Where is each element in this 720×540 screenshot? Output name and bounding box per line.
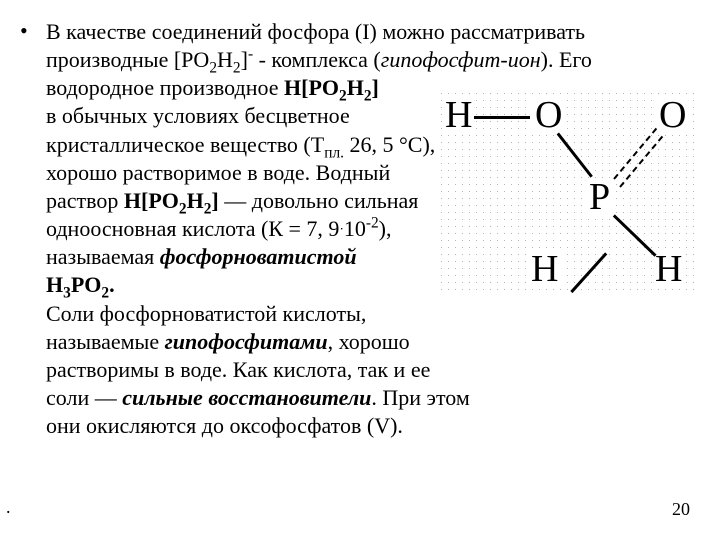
formula: PO xyxy=(71,272,102,297)
t: кристаллическое вещество (Т xyxy=(46,132,324,157)
sub: 2 xyxy=(364,88,372,105)
t: одноосновная кислота (К = 7, 9 xyxy=(46,216,339,241)
formula: H xyxy=(187,188,204,213)
line-10: H3PO2. xyxy=(46,271,436,299)
line-8: одноосновная кислота (К = 7, 9·10-2), xyxy=(46,215,436,243)
page-number: 20 xyxy=(672,499,690,520)
line-4: в обычных условиях бесцветное xyxy=(46,102,436,130)
line-7: раствор Н[PO2H2] — довольно сильная xyxy=(46,187,436,215)
line-14: соли — сильные восстановители. При этом xyxy=(46,384,706,412)
atom-h1: H xyxy=(442,96,475,134)
line-5: кристаллическое вещество (Тпл. 26, 5 °С)… xyxy=(46,131,436,159)
t: производные [PO xyxy=(46,47,209,72)
t: ] xyxy=(241,47,248,72)
atom-h3: H xyxy=(652,250,685,288)
line-13: растворимы в воде. Как кислота, так и ее xyxy=(46,356,706,384)
formula: Н[PO xyxy=(124,188,179,213)
formula: ] xyxy=(211,188,218,213)
line-6: хорошо растворимое в воде. Водный xyxy=(46,159,436,187)
t: называемые xyxy=(46,329,165,354)
line-15: они окисляются до оксофосфатов (V). xyxy=(46,412,706,440)
term-phosphinous: фосфорноватистой xyxy=(160,244,357,269)
t: , хорошо xyxy=(328,329,410,354)
line-12: называемые гипофосфитами, хорошо xyxy=(46,328,436,356)
formula: H xyxy=(46,272,63,297)
formula: Н[PO xyxy=(284,75,339,100)
line-9: называемая фосфорноватистой xyxy=(46,243,436,271)
t: ), xyxy=(379,216,392,241)
t: раствор xyxy=(46,188,124,213)
t: 26, 5 °С), xyxy=(344,132,435,157)
t: называемая xyxy=(46,244,160,269)
term-reducers: сильные восстановители xyxy=(122,385,371,410)
bullet-icon: • xyxy=(20,18,28,44)
line-11: Соли фосфорноватистой кислоты, xyxy=(46,300,436,328)
atom-o1: O xyxy=(532,96,565,134)
term-hypophosphite: гипофосфит-ион xyxy=(381,47,541,72)
atom-h2: H xyxy=(528,250,561,288)
t: — довольно сильная xyxy=(219,188,419,213)
formula: ] xyxy=(372,75,379,100)
t: соли — xyxy=(46,385,122,410)
t: - комплекса ( xyxy=(253,47,381,72)
sup: -2 xyxy=(366,215,379,232)
atom-p: P xyxy=(586,178,613,216)
line-2: производные [PO2H2]- - комплекса (гипофо… xyxy=(46,46,692,74)
formula: H xyxy=(347,75,364,100)
t: H xyxy=(217,47,233,72)
t: . xyxy=(109,272,115,297)
t: . При этом xyxy=(371,385,469,410)
atom-o2: O xyxy=(656,96,689,134)
line-1: В качестве соединений фосфора (I) можно … xyxy=(46,18,692,46)
corner-dot: . xyxy=(6,497,11,518)
t: водородное производное xyxy=(46,75,284,100)
slide: • В качестве соединений фосфора (I) можн… xyxy=(0,0,720,540)
t: ). Его xyxy=(541,47,592,72)
bond-h-o xyxy=(474,116,530,119)
molecule-diagram: H O O P H H xyxy=(438,90,698,290)
term-hypophosphites: гипофосфитами xyxy=(165,329,328,354)
t: 10 xyxy=(344,216,366,241)
